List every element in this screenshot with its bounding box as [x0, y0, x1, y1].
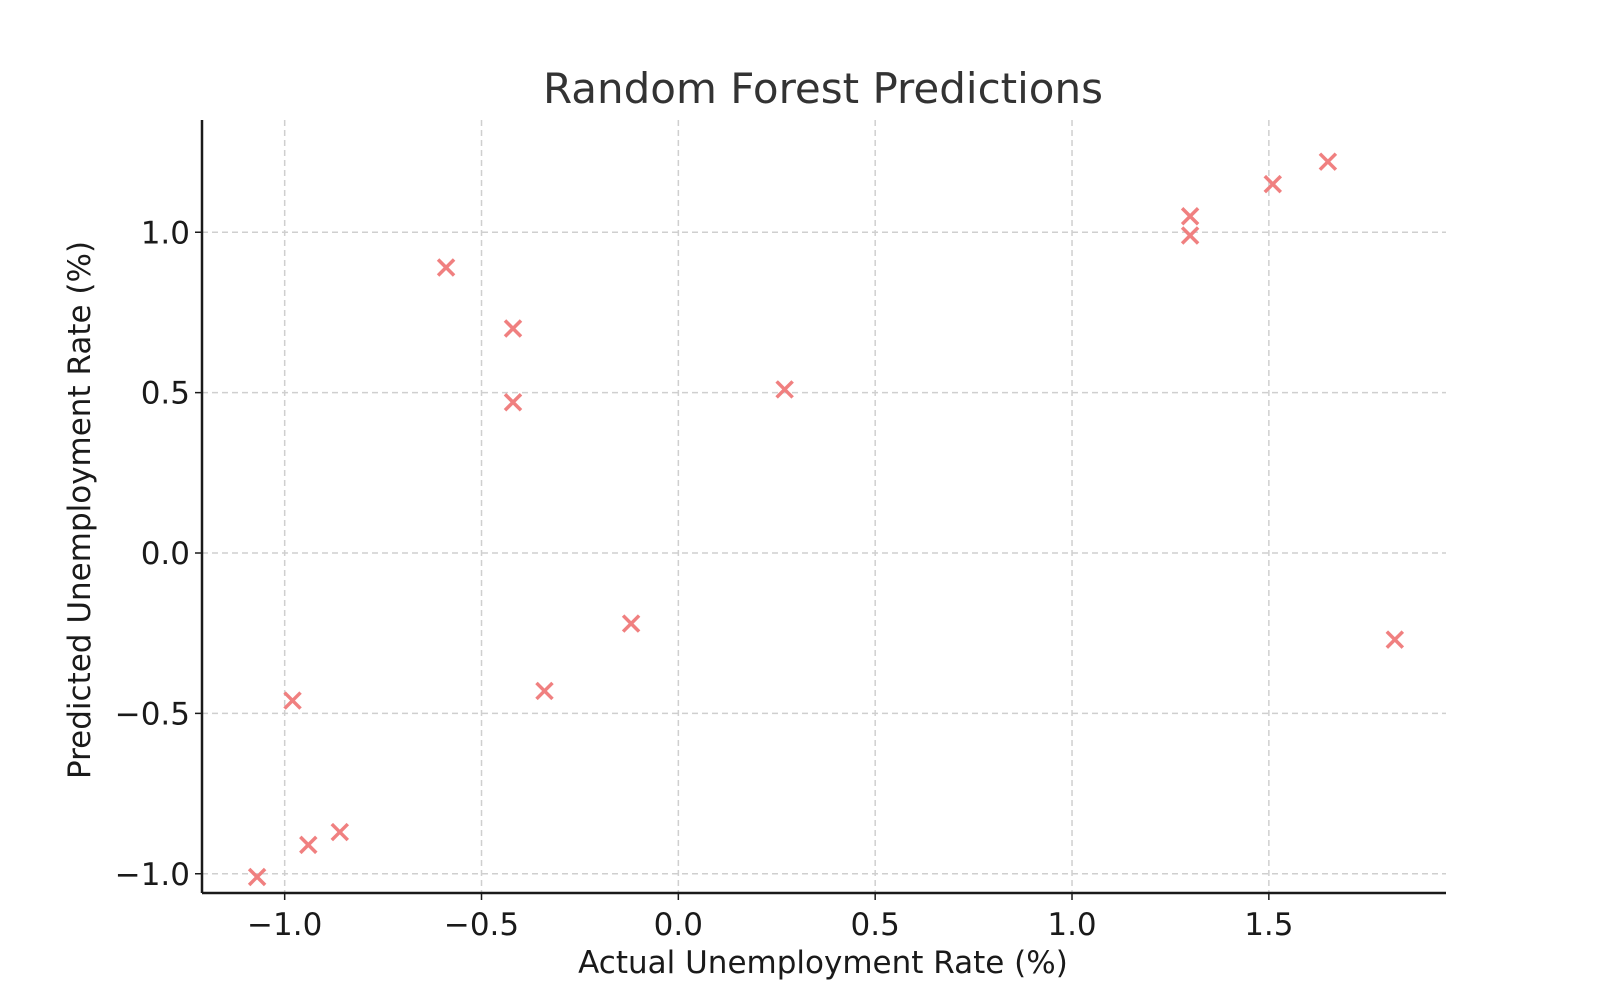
- data-point: [621, 614, 641, 633]
- data-point: [247, 867, 267, 887]
- y-tick-label: 1.0: [141, 215, 190, 251]
- y-axis-label: Predicted Unemployment Rate (%): [62, 241, 98, 779]
- data-point: [299, 835, 318, 855]
- x-axis-label: Actual Unemployment Rate (%): [578, 945, 1068, 981]
- y-ticks: −1.0 −0.5 0.0 0.5 1.0: [115, 215, 202, 893]
- data-point: [503, 319, 523, 338]
- data-points: [247, 152, 1405, 887]
- data-point: [1385, 630, 1405, 649]
- x-tick-label: 0.0: [654, 907, 703, 943]
- data-point: [535, 681, 554, 701]
- axes: [200, 120, 1446, 895]
- data-point: [283, 691, 302, 710]
- x-tick-label: −0.5: [444, 907, 519, 943]
- data-point: [1263, 174, 1283, 194]
- x-tick-label: 0.5: [851, 907, 900, 943]
- data-point: [436, 258, 456, 277]
- y-tick-label: −1.0: [115, 857, 190, 893]
- data-point: [1180, 226, 1200, 245]
- data-point: [775, 380, 794, 399]
- data-point: [1180, 206, 1200, 226]
- x-tick-label: 1.0: [1047, 907, 1096, 943]
- grid: [202, 120, 1446, 893]
- y-tick-label: 0.5: [141, 376, 190, 412]
- chart-title: Random Forest Predictions: [543, 64, 1103, 113]
- x-ticks: −1.0 −0.5 0.0 0.5 1.0 1.5: [247, 893, 1294, 943]
- x-tick-label: 1.5: [1244, 907, 1293, 943]
- data-point: [330, 822, 350, 842]
- data-point: [503, 393, 523, 412]
- y-tick-label: −0.5: [115, 696, 190, 732]
- y-tick-label: 0.0: [141, 536, 190, 572]
- x-tick-label: −1.0: [247, 907, 322, 943]
- data-point: [1318, 152, 1338, 171]
